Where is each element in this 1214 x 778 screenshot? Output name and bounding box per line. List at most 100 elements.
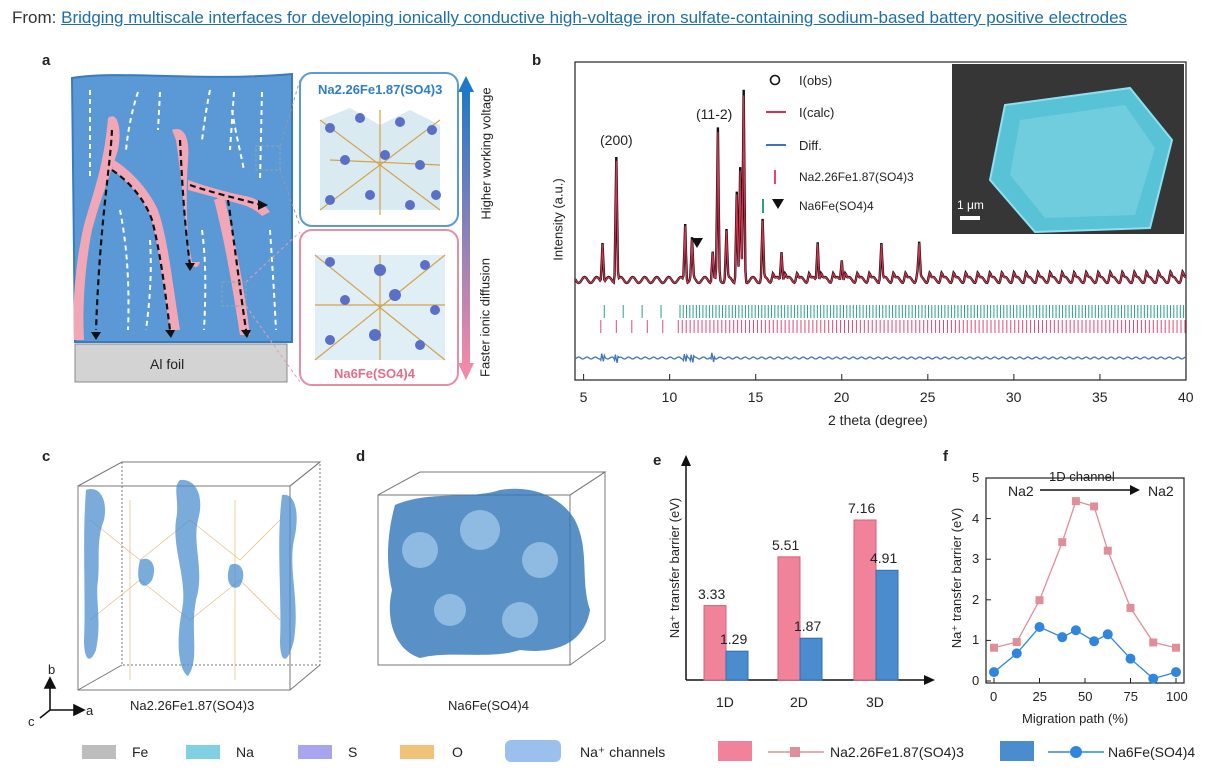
bar-value-label: 7.16 <box>848 500 876 516</box>
higher-voltage-label: Higher working voltage <box>478 87 494 220</box>
s-swatch <box>298 745 332 759</box>
f-y-tick-label: 4 <box>972 510 980 526</box>
series-1-line <box>993 500 1177 649</box>
annotation-middle: 1D channel <box>1049 469 1115 484</box>
impurity-marker <box>691 238 703 248</box>
crystal-structure-top <box>319 108 441 215</box>
xrd-calculated-trace <box>574 95 1187 284</box>
series-1-point <box>1126 603 1135 612</box>
f-y-tick-label: 1 <box>972 632 980 648</box>
xrd-x-tick-label: 10 <box>661 389 678 405</box>
panel-c-formula: Na2.26Fe1.87(SO4)3 <box>130 698 255 713</box>
f-y-tick-label: 5 <box>972 470 980 485</box>
legend-s: S <box>348 744 358 760</box>
bar-category-label: 2D <box>790 694 808 710</box>
crystal-box-bottom <box>299 229 459 386</box>
article-title-link[interactable]: Bridging multiscale interfaces for devel… <box>61 8 1128 27</box>
line-chart-series <box>989 497 1181 684</box>
legend-phase1: Na2.26Fe1.87(SO4)3 <box>799 170 914 184</box>
series-1-point <box>1103 546 1112 555</box>
xrd-x-ticks <box>583 374 1187 380</box>
bar-value-label: 4.91 <box>870 550 898 567</box>
fe-swatch <box>82 745 116 759</box>
barrier-bars <box>703 519 899 681</box>
legend-fe: Fe <box>132 744 149 760</box>
xrd-x-tick-label: 30 <box>1005 389 1022 405</box>
phase1-reflection-ticks <box>600 320 1186 333</box>
bar-1D-series-2 <box>725 650 749 681</box>
legend-o: O <box>452 744 463 760</box>
ion-channel-right-lower <box>214 196 250 335</box>
series-2-point <box>1011 648 1022 659</box>
bottom-legend: Fe Na S O Na⁺ channels Na2.26Fe1.87(SO4)… <box>0 738 1214 772</box>
na-swatch <box>186 745 220 759</box>
series-2-point <box>1070 625 1081 636</box>
ion-channel-left-branch <box>112 160 180 330</box>
series-1-point <box>1090 502 1099 511</box>
axis-a-label: a <box>86 703 94 718</box>
ion-channel-right-branch <box>188 180 270 216</box>
bar-value-label: 1.87 <box>794 618 822 635</box>
series-2-point <box>989 667 999 678</box>
xrd-x-tick-label: 40 <box>1178 389 1194 405</box>
na-channel-isosurfaces-d <box>388 488 590 658</box>
series-1-point <box>990 643 998 652</box>
series-2-point <box>1034 622 1045 633</box>
panel-c-label: c <box>42 448 51 465</box>
bar-category-label: 1D <box>716 694 734 710</box>
na-channel-isosurfaces-c <box>84 479 297 676</box>
axis-c-label: c <box>28 714 35 729</box>
o-swatch <box>400 745 434 759</box>
line-chart-ticks <box>986 477 1177 683</box>
bar-value-label: 1.29 <box>720 631 748 648</box>
series-1-point <box>1012 638 1021 647</box>
series-1-point <box>1071 497 1080 506</box>
series1-bar-swatch <box>718 741 752 761</box>
xrd-observed-trace <box>574 89 1187 285</box>
line-chart-xlabel: Migration path (%) <box>1022 711 1129 726</box>
f-x-tick-label: 50 <box>1078 689 1093 704</box>
foil-label: Al foil <box>150 356 185 372</box>
legend-calc: I(calc) <box>799 105 835 120</box>
legend-obs: I(obs) <box>799 73 833 88</box>
figure-source-line: From: Bridging multiscale interfaces for… <box>12 8 1127 28</box>
bar-3D-series-1 <box>853 519 877 681</box>
bottom-crystal-formula: Na6Fe(SO4)4 <box>334 366 415 381</box>
bar-value-label: 5.51 <box>772 536 800 553</box>
xrd-xlabel: 2 theta (degree) <box>828 412 928 428</box>
annotation-right: Na2 <box>1148 483 1174 499</box>
phase2-reflection-ticks <box>603 305 1185 318</box>
panel-a-label: a <box>42 52 51 69</box>
series2-bar-swatch <box>1000 741 1034 761</box>
series-2-point <box>1171 667 1181 678</box>
sem-particle <box>988 86 1174 234</box>
legend-channels: Na⁺ channels <box>580 744 666 760</box>
panel-b-label: b <box>532 52 542 69</box>
panel-d-formula: Na6Fe(SO4)4 <box>448 698 529 713</box>
series2-line-swatch <box>1048 746 1104 758</box>
xrd-x-tick-label: 35 <box>1091 389 1108 405</box>
legend-phase2: Na6Fe(SO4)4 <box>799 199 874 213</box>
legend-na: Na <box>236 744 254 760</box>
panel-d-label: d <box>356 448 366 465</box>
legend-diff: Diff. <box>799 138 822 153</box>
faster-diffusion-label: Faster ionic diffusion <box>477 258 493 377</box>
xrd-ylabel: Intensity (a.u.) <box>550 178 566 261</box>
series-2-point <box>1125 653 1136 664</box>
sem-inset <box>952 64 1184 234</box>
series-2-line <box>993 626 1177 680</box>
xrd-x-tick-label: 5 <box>579 389 588 405</box>
series-1-point <box>1149 638 1158 647</box>
ion-channel-left <box>73 116 120 340</box>
xrd-frame <box>574 61 1187 381</box>
f-x-tick-label: 0 <box>990 689 998 704</box>
bar-3D-series-2 <box>875 569 899 681</box>
series1-line-swatch <box>768 747 824 757</box>
top-crystal-formula: Na2.26Fe1.87(SO4)3 <box>318 82 443 97</box>
electrode-layer <box>70 72 293 343</box>
series-1-point <box>1035 596 1044 605</box>
